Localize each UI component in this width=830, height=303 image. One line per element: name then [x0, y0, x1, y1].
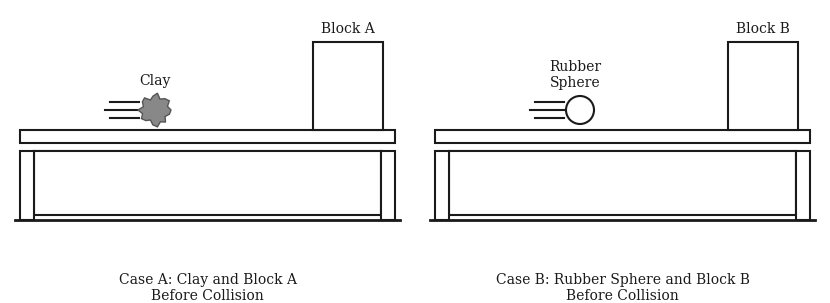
Bar — [728, 42, 798, 130]
Bar — [449, 151, 796, 215]
Text: Case A: Clay and Block A
Before Collision: Case A: Clay and Block A Before Collisio… — [119, 273, 296, 303]
Bar — [381, 151, 395, 220]
Bar — [435, 151, 449, 220]
Text: Case B: Rubber Sphere and Block B
Before Collision: Case B: Rubber Sphere and Block B Before… — [496, 273, 749, 303]
Bar — [313, 42, 383, 130]
Bar — [20, 130, 395, 143]
Text: Block B: Block B — [736, 22, 790, 36]
Bar — [796, 151, 810, 220]
Text: Block A: Block A — [321, 22, 375, 36]
Polygon shape — [138, 93, 171, 127]
Bar — [20, 151, 34, 220]
Text: Clay: Clay — [139, 74, 171, 88]
Text: Rubber
Sphere: Rubber Sphere — [549, 60, 601, 90]
Bar — [435, 130, 810, 143]
Bar — [34, 151, 381, 215]
